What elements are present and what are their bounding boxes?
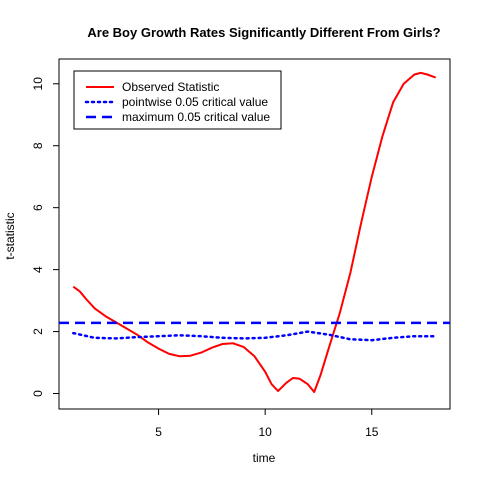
series-line-solid <box>72 71 437 393</box>
legend-box <box>73 70 282 130</box>
y-tick-label: 0 <box>31 390 45 397</box>
x-tick-label: 5 <box>155 425 162 439</box>
y-axis-label: t-statistic <box>3 212 17 259</box>
legend-label: pointwise 0.05 critical value <box>122 95 268 109</box>
legend-label: maximum 0.05 critical value <box>122 110 270 124</box>
series-layer <box>59 71 450 393</box>
y-tick-label: 10 <box>31 77 45 91</box>
x-axis-label: time <box>253 451 276 465</box>
y-tick-label: 2 <box>31 328 45 335</box>
x-tick-label: 10 <box>258 425 272 439</box>
axes-layer: 5 10 15 0 2 4 6 8 10 <box>31 77 379 439</box>
y-tick-label: 8 <box>31 142 45 149</box>
series-line-dotted <box>72 330 437 342</box>
legend-label: Observed Statistic <box>122 80 219 94</box>
chart-title: Are Boy Growth Rates Significantly Diffe… <box>87 25 440 40</box>
y-tick-label: 4 <box>31 266 45 273</box>
x-tick-label: 15 <box>365 425 379 439</box>
y-tick-label: 6 <box>31 204 45 211</box>
plot-box <box>58 58 451 410</box>
